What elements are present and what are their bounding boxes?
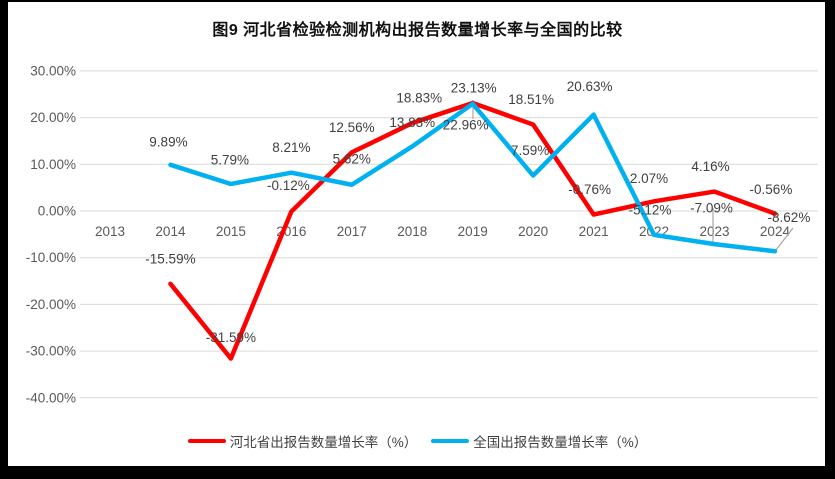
x-axis-year-label: 2017	[337, 224, 367, 239]
x-axis-year-label: 2023	[699, 224, 729, 239]
data-label: -31.59%	[206, 330, 256, 345]
y-axis-tick-label: 20.00%	[30, 110, 76, 125]
data-label: 18.51%	[508, 92, 554, 107]
data-label: -8.62%	[768, 210, 811, 225]
data-label: 2.07%	[630, 171, 668, 186]
x-axis-year-label: 2013	[95, 224, 125, 239]
y-axis-tick-label: -40.00%	[26, 390, 76, 405]
data-label: -0.12%	[267, 178, 310, 193]
data-label: -0.56%	[750, 182, 793, 197]
legend-item-hebei: 河北省出报告数量增长率（%）	[187, 431, 418, 451]
legend-line-swatch	[187, 438, 226, 444]
data-label-leader-line	[775, 227, 794, 251]
chart-legend: 河北省出报告数量增长率（%） 全国出报告数量增长率（%）	[0, 431, 835, 451]
data-label: 5.62%	[333, 151, 371, 166]
x-axis-year-label: 2021	[579, 224, 609, 239]
y-axis-tick-label: -30.00%	[26, 344, 76, 359]
x-axis-year-label: 2020	[518, 224, 548, 239]
legend-label: 全国出报告数量增长率（%）	[473, 435, 648, 450]
data-label: 20.63%	[567, 79, 613, 94]
data-label: 9.89%	[149, 134, 187, 149]
data-label: 22.96%	[443, 117, 489, 132]
data-label: 8.21%	[272, 140, 310, 155]
data-label: -15.59%	[145, 251, 195, 266]
y-axis-tick-label: 30.00%	[30, 63, 76, 78]
chart-title: 图9 河北省检验检测机构出报告数量增长率与全国的比较	[212, 22, 623, 39]
legend-line-swatch	[431, 438, 470, 444]
frame-border-left	[0, 0, 8, 479]
legend-item-national: 全国出报告数量增长率（%）	[431, 431, 647, 451]
national-series-line	[168, 101, 778, 254]
x-axis-year-label: 2019	[458, 224, 488, 239]
data-label: 23.13%	[451, 80, 497, 95]
frame-border-top	[0, 0, 835, 2]
frame-border-right	[825, 0, 835, 479]
frame-border-bottom	[0, 466, 835, 479]
data-label: 5.79%	[211, 152, 249, 167]
y-axis-tick-label: 10.00%	[30, 157, 76, 172]
data-label: -0.76%	[568, 182, 611, 197]
legend-label: 河北省出报告数量增长率（%）	[229, 435, 418, 450]
data-label: 18.83%	[396, 91, 442, 106]
data-label: 7.59%	[511, 143, 549, 158]
data-label: 12.56%	[329, 120, 375, 135]
y-axis-tick-label: -10.00%	[26, 250, 76, 265]
data-label: -5.12%	[629, 202, 672, 217]
x-axis-year-label: 2024	[760, 224, 791, 239]
data-label: -7.09%	[690, 201, 733, 216]
data-label: 4.16%	[691, 159, 729, 174]
y-axis-tick-label: -20.00%	[26, 297, 76, 312]
x-axis-year-label: 2014	[155, 224, 186, 239]
y-axis-tick-label: 0.00%	[38, 204, 76, 219]
data-label: 13.83%	[389, 115, 435, 130]
x-axis-year-label: 2015	[216, 224, 246, 239]
x-axis-year-label: 2018	[397, 224, 427, 239]
